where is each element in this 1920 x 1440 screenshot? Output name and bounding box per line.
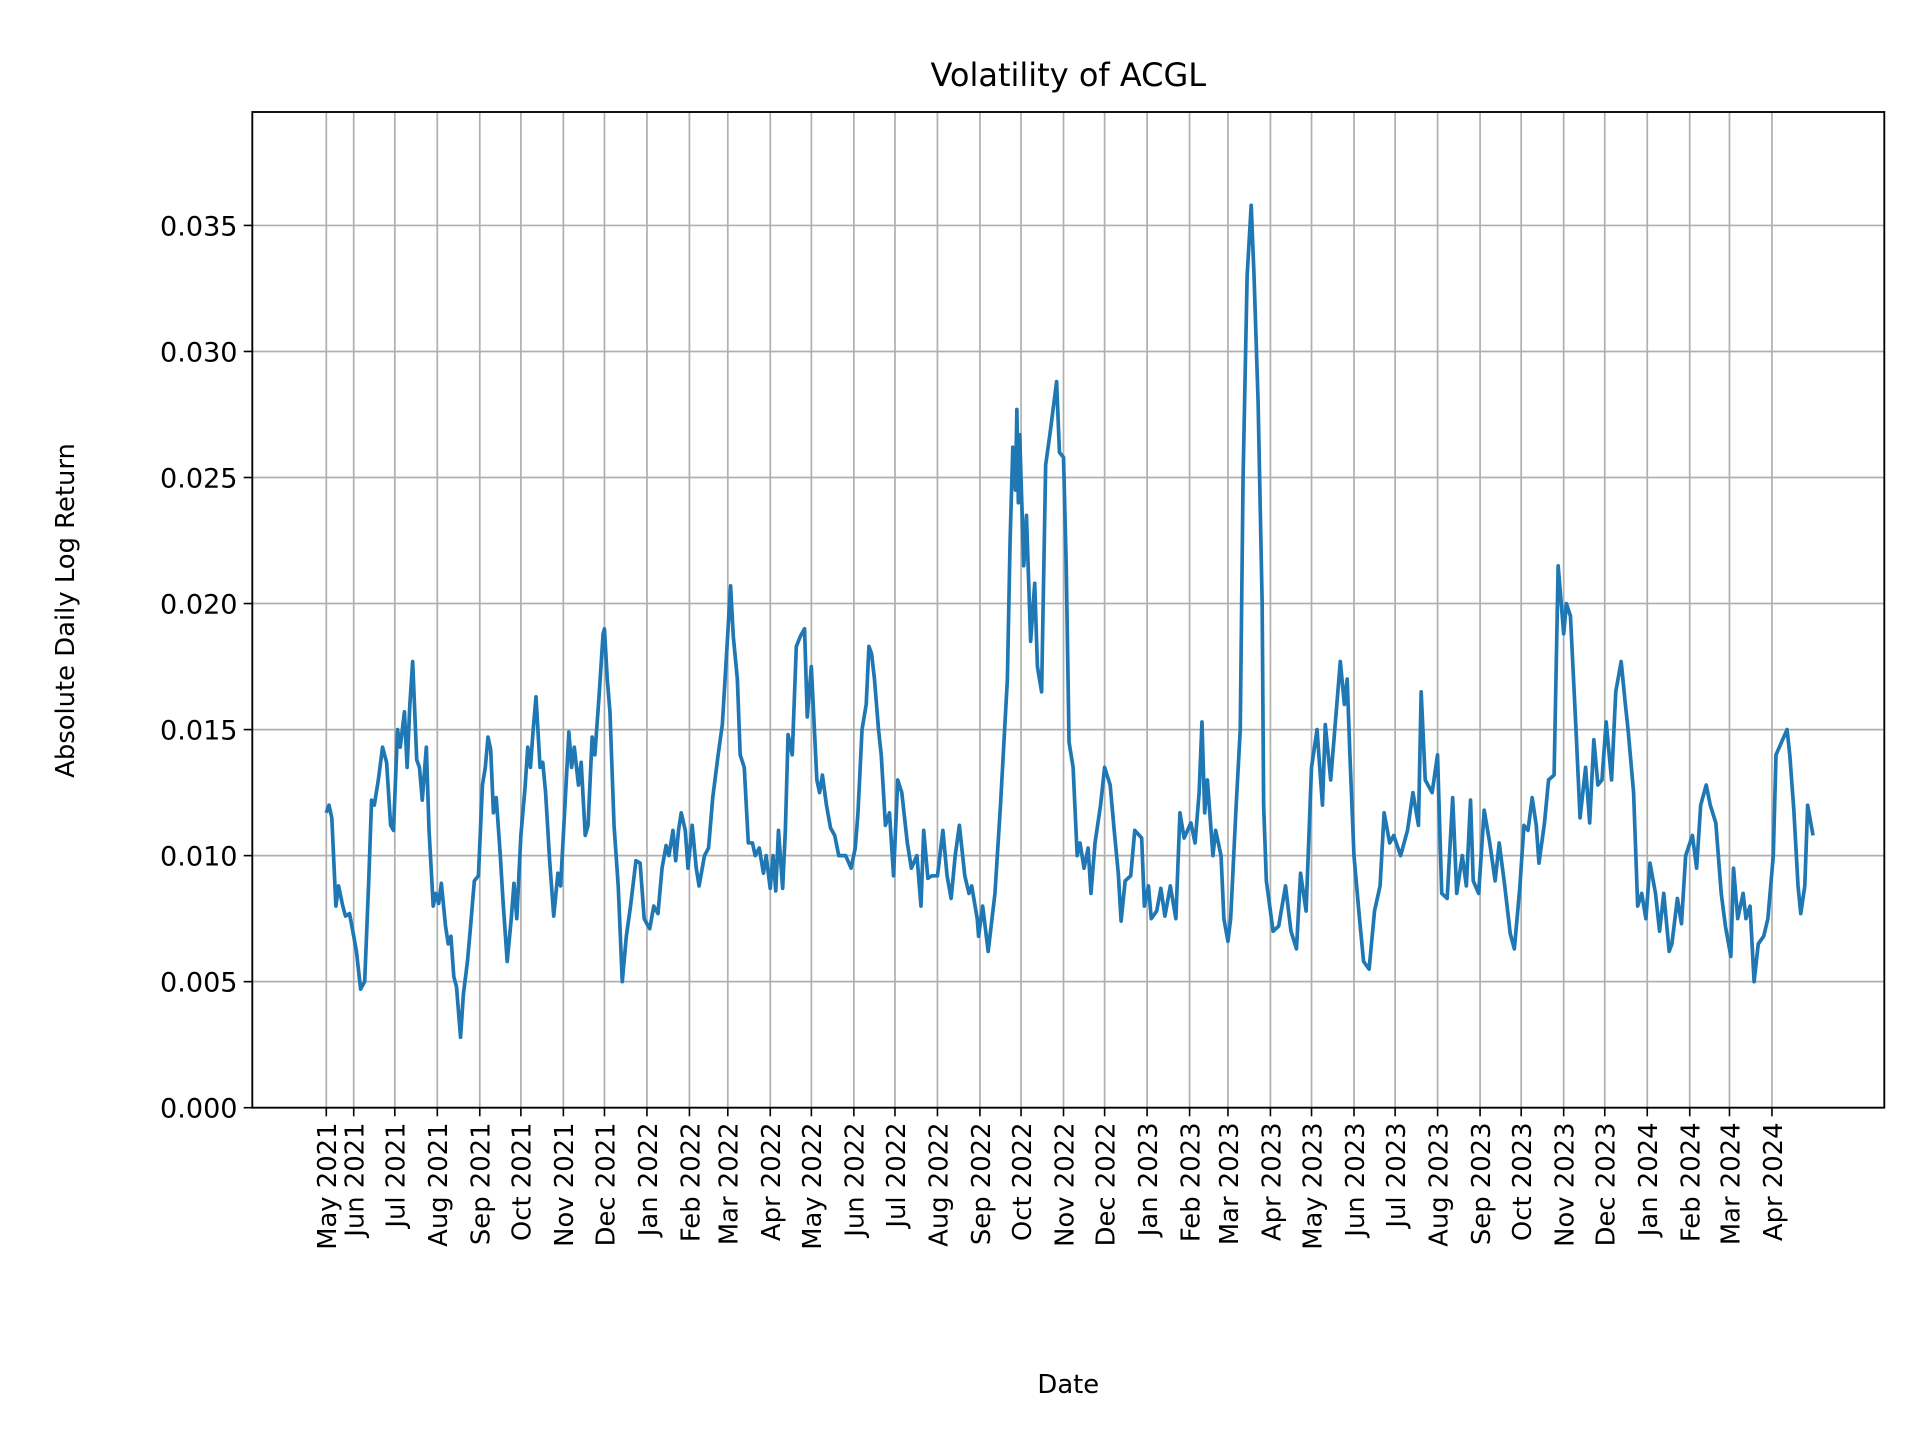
y-tick-label: 0.035 — [160, 211, 237, 242]
y-axis: 0.000 0.005 0.010 0.015 0.020 0.025 0.030 0.035 — [160, 211, 253, 1125]
x-tick-label: Oct 2021 — [508, 1122, 538, 1241]
x-tick-label: Apr 2024 — [1759, 1122, 1789, 1241]
x-tick-label: Feb 2024 — [1677, 1122, 1707, 1242]
x-tick-label: Aug 2021 — [424, 1122, 454, 1246]
y-axis-label: Absolute Daily Log Return — [51, 443, 81, 778]
x-tick-label: Jun 2023 — [1341, 1122, 1371, 1238]
y-tick-label: 0.000 — [160, 1094, 237, 1125]
x-tick-label: Jun 2021 — [341, 1122, 371, 1238]
y-tick-label: 0.010 — [160, 841, 237, 872]
x-tick-label: Feb 2023 — [1176, 1122, 1206, 1242]
x-tick-label: Jul 2022 — [882, 1122, 912, 1229]
y-tick-label: 0.015 — [160, 715, 237, 746]
x-tick-label: May 2021 — [313, 1122, 343, 1249]
x-tick-label: Apr 2022 — [757, 1122, 787, 1241]
x-tick-label: Nov 2023 — [1551, 1122, 1581, 1246]
x-tick-label: Mar 2024 — [1716, 1122, 1746, 1245]
x-tick-label: Aug 2023 — [1424, 1122, 1454, 1246]
x-tick-label: Mar 2023 — [1215, 1122, 1245, 1245]
x-tick-label: Sep 2021 — [467, 1122, 497, 1245]
x-tick-label: Oct 2023 — [1508, 1122, 1538, 1241]
x-tick-label: Dec 2021 — [591, 1122, 621, 1246]
x-tick-label: Jul 2023 — [1382, 1122, 1412, 1229]
y-tick-label: 0.025 — [160, 463, 237, 494]
x-axis-label: Date — [1037, 1370, 1099, 1400]
x-tick-label: Sep 2023 — [1467, 1122, 1497, 1245]
x-tick-label: Aug 2022 — [924, 1122, 954, 1246]
y-tick-label: 0.020 — [160, 589, 237, 620]
x-tick-label: Oct 2022 — [1008, 1122, 1038, 1241]
x-tick-label: Sep 2022 — [967, 1122, 997, 1245]
x-tick-label: Nov 2021 — [550, 1122, 580, 1246]
x-tick-label: Jan 2022 — [634, 1122, 664, 1238]
x-tick-label: May 2023 — [1298, 1122, 1328, 1249]
x-tick-label: Nov 2022 — [1050, 1122, 1080, 1246]
grid-lines — [252, 112, 1885, 1109]
x-tick-label: Feb 2022 — [676, 1122, 706, 1242]
x-tick-label: Mar 2022 — [715, 1122, 745, 1245]
x-tick-label: Apr 2023 — [1257, 1122, 1287, 1241]
y-tick-label: 0.005 — [160, 968, 237, 999]
x-tick-label: Jan 2023 — [1134, 1122, 1164, 1238]
x-tick-label: Dec 2023 — [1592, 1122, 1622, 1246]
x-tick-label: May 2022 — [798, 1122, 828, 1249]
y-tick-label: 0.030 — [160, 337, 237, 368]
x-tick-label: Jul 2021 — [382, 1122, 412, 1229]
x-tick-label: Jan 2024 — [1634, 1122, 1664, 1238]
chart-title: Volatility of ACGL — [930, 56, 1206, 94]
x-tick-label: Jun 2022 — [841, 1122, 871, 1238]
series-line — [324, 203, 1815, 1040]
x-tick-label: Dec 2022 — [1091, 1122, 1121, 1246]
plot-frame — [251, 111, 1886, 1109]
